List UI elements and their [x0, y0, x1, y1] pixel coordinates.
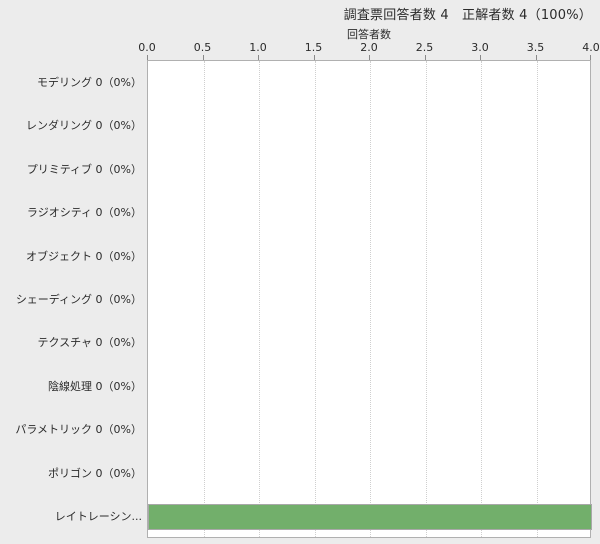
x-tick-label: 0.0: [138, 41, 156, 54]
category-label: テクスチャ 0（0%）: [37, 336, 142, 350]
category-label: シェーディング 0（0%）: [15, 293, 142, 306]
x-tick-mark: [480, 55, 481, 60]
category-label: モデリング 0（0%）: [37, 75, 142, 89]
bar: [148, 504, 592, 531]
category-label: レイトレーシン...: [54, 510, 142, 524]
x-tick-label: 3.5: [526, 41, 545, 54]
y-axis-category-labels: モデリング 0（0%） レンダリング 0（0%） プリミティブ 0（0%） ラジオシテ…: [0, 60, 145, 538]
bar-row: [148, 278, 590, 321]
bar-row: [148, 104, 590, 147]
category-label: パラメトリック 0（0%）: [15, 423, 142, 437]
x-tick-mark: [313, 55, 315, 60]
bar-row: [148, 61, 590, 104]
x-tick-label: 3.0: [471, 41, 489, 54]
x-axis-title: 回答者数: [347, 28, 391, 41]
bar-rows: [148, 61, 592, 539]
category-label: レンダリング 0（0%）: [26, 119, 142, 133]
x-tick-mark: [535, 55, 537, 60]
category-label: ラジオシティ 0（0%）: [26, 206, 142, 220]
x-tick-label: 0.5: [193, 41, 212, 54]
x-axis-tick-labels: 0.0 0.5 1.0 1.5 2.0 2.5 3.0 3.5 4.0: [138, 41, 600, 55]
category-label: プリミティブ 0（0%）: [26, 162, 142, 176]
bar-row: [148, 409, 590, 452]
plot-area: [147, 60, 592, 539]
bar-row: [148, 322, 590, 365]
category-label: オブジェクト 0（0%）: [26, 249, 142, 263]
chart-title: 調査票回答者数 4 正解者数 4（100%）: [343, 8, 592, 23]
x-tick-label: 1.0: [249, 41, 267, 54]
x-tick-label: 2.5: [415, 41, 434, 54]
x-tick-label: 2.0: [360, 41, 378, 54]
x-tick-mark: [424, 55, 426, 60]
x-tick-mark: [258, 55, 259, 60]
category-label: ポリゴン 0（0%）: [48, 466, 142, 480]
bar-row: [148, 452, 590, 495]
bar-row: [148, 235, 590, 278]
category-label: 陰線処理 0（0%）: [48, 379, 142, 393]
x-tick-mark: [369, 55, 370, 60]
x-tick-mark: [202, 55, 204, 60]
bar-row: [148, 148, 590, 191]
x-tick-mark: [590, 55, 591, 60]
bar-row: [148, 365, 590, 408]
bar-row: [148, 496, 592, 539]
x-tick-label: 1.5: [304, 41, 323, 54]
x-tick-mark: [147, 55, 148, 60]
x-tick-label: 4.0: [582, 41, 600, 54]
x-axis-tick-marks: [147, 55, 591, 60]
bar-row: [148, 191, 590, 234]
